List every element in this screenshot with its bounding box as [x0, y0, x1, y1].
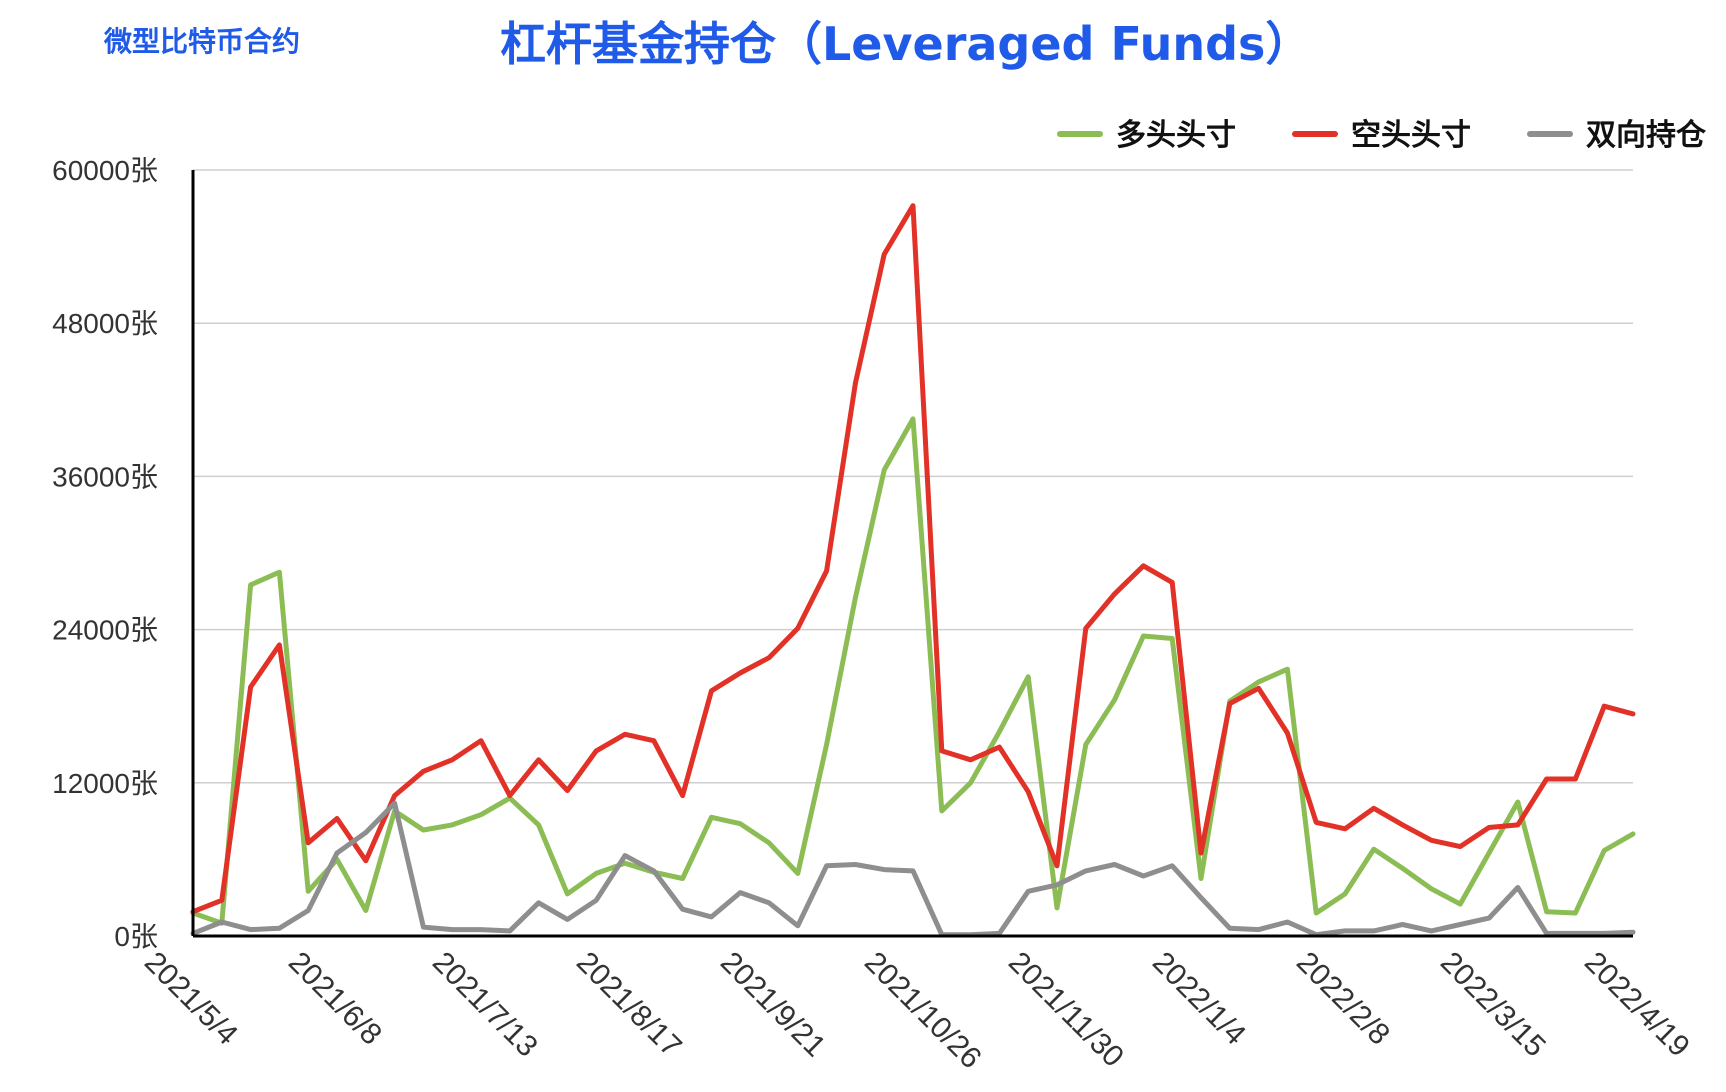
x-axis-ticks: 2021/5/4 2021/6/8 2021/7/13 2021/8/17 2021/9…	[138, 946, 1696, 1076]
x-tick-label: 2021/6/8	[282, 946, 388, 1052]
legend-label: 空头头寸	[1351, 118, 1471, 153]
y-tick-label: 48000张	[52, 308, 158, 339]
x-tick-label: 2022/4/19	[1578, 946, 1696, 1064]
legend-label: 多头头寸	[1116, 118, 1236, 153]
chart-title: 杠杆基金持仓（Leveraged Funds）	[500, 17, 1311, 71]
series-lines	[190, 203, 1636, 938]
y-tick-label: 0张	[114, 921, 158, 952]
x-tick-label: 2021/11/30	[1002, 946, 1130, 1074]
grid-lines	[193, 169, 1633, 784]
x-tick-label: 2022/1/4	[1146, 946, 1252, 1052]
x-tick-label: 2021/9/21	[714, 946, 832, 1064]
x-tick-label: 2021/10/26	[858, 946, 988, 1076]
x-tick-label: 2022/2/8	[1290, 946, 1396, 1052]
series-line-2	[190, 203, 1636, 915]
legend-label: 双向持仓	[1586, 118, 1707, 153]
x-tick-label: 2021/8/17	[570, 946, 688, 1064]
series-line-3	[190, 800, 1636, 938]
y-tick-label: 24000张	[52, 615, 158, 646]
x-tick-label: 2022/3/15	[1434, 946, 1552, 1064]
x-tick-label: 2021/5/4	[138, 946, 244, 1052]
y-tick-label: 36000张	[52, 461, 158, 492]
y-tick-label: 12000张	[52, 768, 158, 799]
series-line-1	[190, 416, 1636, 926]
axes	[191, 170, 1633, 938]
x-tick-label: 2021/7/13	[426, 946, 544, 1064]
y-axis-ticks: 0张 12000张 24000张 36000张 48000张 60000张	[52, 155, 158, 952]
legend: 多头头寸 空头头寸 双向持仓	[1057, 118, 1707, 153]
chart-subtitle: 微型比特币合约	[103, 25, 300, 58]
y-tick-label: 60000张	[52, 155, 158, 186]
